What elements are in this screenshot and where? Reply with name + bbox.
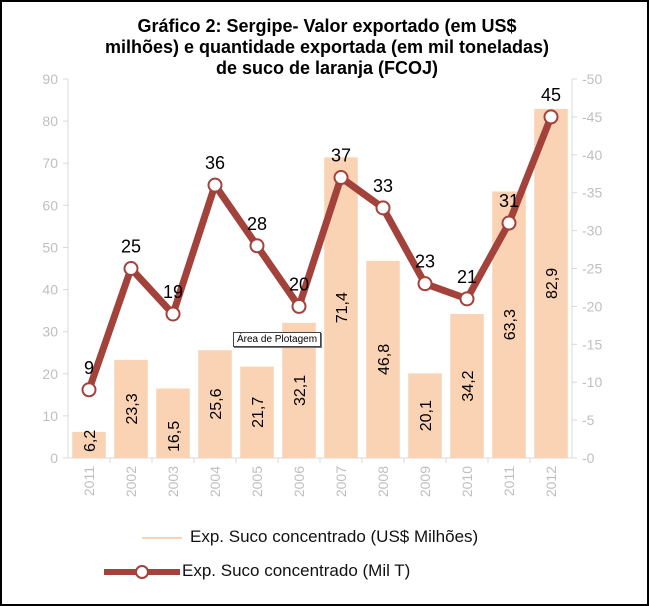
chart-title-line-2: milhões) e quantidade exportada (em mil … bbox=[104, 37, 550, 57]
bar bbox=[408, 373, 442, 458]
line-value-label: 28 bbox=[247, 214, 267, 234]
legend-bar-swatch bbox=[142, 536, 182, 539]
line-point bbox=[123, 261, 139, 276]
line-point bbox=[291, 298, 307, 314]
legend-item-bars[interactable]: Exp. Suco concentrado (US$ Milhões) bbox=[142, 527, 478, 547]
bar bbox=[198, 350, 232, 458]
left-tick-label: 20 bbox=[42, 366, 58, 382]
bar-value-label: 34,2 bbox=[460, 370, 477, 401]
line-value-label: 23 bbox=[415, 252, 435, 272]
line-point bbox=[81, 382, 97, 398]
x-tick-label: 2009 bbox=[417, 466, 433, 497]
bar-value-label: 21,7 bbox=[250, 397, 267, 428]
left-tick-label: 80 bbox=[42, 113, 58, 129]
x-tick-label: 2008 bbox=[375, 466, 391, 497]
right-tick-label: -20 bbox=[582, 298, 602, 314]
line-value-label: 36 bbox=[205, 153, 225, 173]
right-tick-label: -35 bbox=[582, 185, 602, 201]
left-tick-label: 60 bbox=[42, 197, 58, 213]
chart-title-line-3: de suco de laranja (FCOJ) bbox=[215, 58, 439, 78]
line-point bbox=[375, 200, 391, 216]
line-value-label: 37 bbox=[331, 146, 351, 166]
left-tick-label: 90 bbox=[42, 71, 58, 87]
left-tick-label: 30 bbox=[42, 324, 58, 340]
bar-value-label: 6,2 bbox=[82, 430, 99, 452]
x-tick-label: 2011 bbox=[501, 466, 517, 496]
x-tick-label: 2011 bbox=[81, 466, 97, 496]
x-tick-label: 2010 bbox=[459, 466, 475, 497]
line-value-label: 21 bbox=[457, 267, 477, 287]
right-tick-label: -15 bbox=[582, 336, 602, 352]
left-tick-label: 70 bbox=[42, 155, 58, 171]
line-point bbox=[249, 238, 265, 254]
bar-value-label: 82,9 bbox=[544, 268, 561, 299]
bar bbox=[72, 431, 106, 458]
left-tick-label: 0 bbox=[50, 450, 58, 466]
right-tick-label: -10 bbox=[582, 374, 602, 390]
legend-label-line: Exp. Suco concentrado (Mil T) bbox=[182, 561, 411, 580]
right-tick-label: -0 bbox=[582, 450, 595, 466]
line-value-label: 9 bbox=[84, 358, 94, 378]
right-tick-label: -30 bbox=[582, 223, 602, 239]
right-tick-label: -5 bbox=[582, 412, 595, 428]
bar-value-label: 32,1 bbox=[292, 375, 309, 406]
chart-title: Gráfico 2: Sergipe- Valor exportado (em … bbox=[42, 16, 612, 79]
line-value-label: 31 bbox=[499, 191, 519, 211]
right-tick-label: -50 bbox=[582, 71, 602, 87]
bar bbox=[534, 108, 568, 458]
legend-line-swatch bbox=[104, 564, 180, 579]
line-point bbox=[417, 276, 433, 292]
line-point bbox=[501, 215, 517, 231]
left-tick-label: 50 bbox=[42, 239, 58, 255]
right-tick-label: -45 bbox=[582, 109, 602, 125]
line-point bbox=[459, 291, 475, 307]
line-point bbox=[333, 170, 349, 186]
plot-area-tooltip: Área de Plotagem bbox=[233, 332, 322, 347]
bar-value-label: 16,5 bbox=[166, 421, 183, 452]
right-tick-label: -25 bbox=[582, 261, 602, 277]
legend-label-bars: Exp. Suco concentrado (US$ Milhões) bbox=[190, 527, 479, 546]
bar-value-label: 71,4 bbox=[334, 292, 351, 323]
x-tick-label: 2002 bbox=[123, 466, 139, 497]
right-tick-label: -40 bbox=[582, 147, 602, 163]
line-value-label: 19 bbox=[163, 282, 183, 302]
chart-plot[interactable]: 0 10 20 30 40 50 60 70 80 90 -0 -5 -10 -15 -20 -25 -30 -3… bbox=[2, 2, 647, 512]
bar-value-label: 46,8 bbox=[376, 344, 393, 375]
left-tick-label: 40 bbox=[42, 282, 58, 298]
line-point bbox=[543, 109, 559, 125]
x-tick-label: 2007 bbox=[333, 466, 349, 497]
bar bbox=[366, 260, 400, 458]
line-value-label: 33 bbox=[373, 176, 393, 196]
x-tick-label: 2012 bbox=[543, 466, 559, 497]
x-tick-label: 2006 bbox=[291, 466, 307, 497]
bar-value-label: 25,6 bbox=[208, 388, 225, 419]
line-series bbox=[85, 115, 555, 391]
legend-item-line[interactable]: Exp. Suco concentrado (Mil T) bbox=[102, 561, 410, 581]
left-tick-label: 10 bbox=[42, 408, 58, 424]
x-tick-label: 2004 bbox=[207, 466, 223, 497]
bar bbox=[450, 313, 484, 458]
chart-title-line-1: Gráfico 2: Sergipe- Valor exportado (em … bbox=[137, 16, 517, 36]
line-point bbox=[165, 306, 181, 322]
x-tick-label: 2005 bbox=[249, 466, 265, 497]
bar-value-label: 23,3 bbox=[124, 393, 141, 424]
bar bbox=[240, 366, 274, 458]
bar bbox=[114, 359, 148, 458]
line-value-label: 45 bbox=[541, 85, 561, 105]
bar-value-label: 20,1 bbox=[418, 400, 435, 431]
line-value-label: 25 bbox=[121, 237, 141, 257]
x-tick-label: 2003 bbox=[165, 466, 181, 497]
line-value-label: 20 bbox=[289, 274, 309, 294]
line-point bbox=[207, 177, 223, 193]
bar bbox=[492, 191, 526, 459]
bar-value-label: 63,3 bbox=[502, 309, 519, 340]
bar bbox=[156, 388, 190, 458]
